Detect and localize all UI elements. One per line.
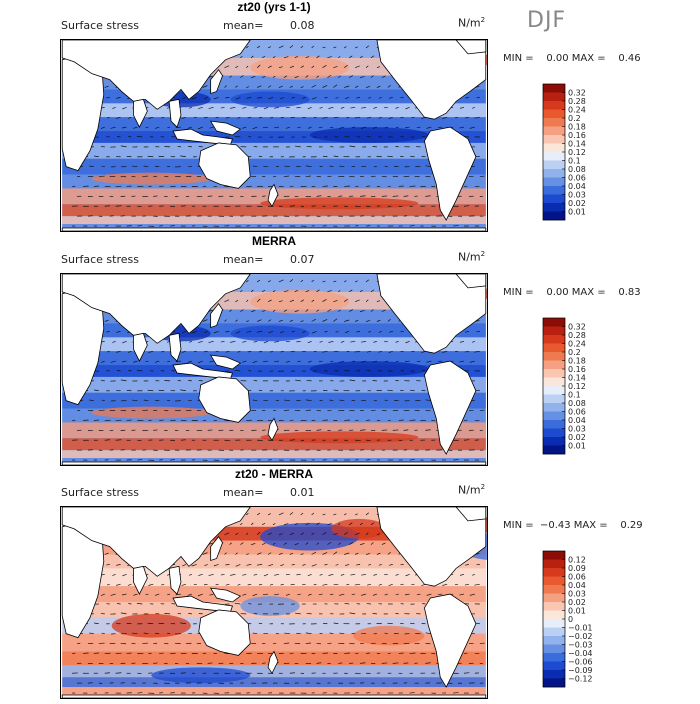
colorbar-tick-label: 0.01 xyxy=(568,442,586,451)
mean-label: mean= xyxy=(223,486,263,499)
colorbar-swatch xyxy=(543,186,565,195)
colorbar-swatch xyxy=(543,585,565,594)
map-canvas xyxy=(61,274,487,465)
min-max-readout: MIN = −0.43 MAX = 0.29 xyxy=(503,520,643,531)
colorbar-swatch xyxy=(543,369,565,378)
colorbar-swatch xyxy=(543,378,565,387)
stress-map xyxy=(60,273,488,466)
colorbar-tick-label: 0.01 xyxy=(568,208,586,217)
colorbar-swatch xyxy=(543,335,565,344)
colorbar-swatch xyxy=(543,327,565,336)
colorbar-swatch xyxy=(543,437,565,446)
colorbar-swatch xyxy=(543,178,565,187)
colorbar-swatch xyxy=(543,636,565,645)
min-max-readout: MIN = 0.00 MAX = 0.83 xyxy=(503,287,641,298)
colorbar-swatch xyxy=(543,344,565,353)
colorbar-swatch xyxy=(543,611,565,620)
colorbar-swatch xyxy=(543,110,565,119)
colorbar-swatch xyxy=(543,352,565,361)
colorbar-swatch xyxy=(543,212,565,221)
colorbar-swatch xyxy=(543,127,565,136)
panel-difference: zt20 - MERRA Surface stress mean= 0.01 N… xyxy=(0,469,700,704)
units-label: N/m2 xyxy=(458,250,485,264)
panel-title: zt20 (yrs 1-1) xyxy=(60,0,488,14)
field-label: Surface stress xyxy=(61,253,139,266)
colorbar-swatch xyxy=(543,619,565,628)
colorbar-swatch xyxy=(543,318,565,327)
units-label: N/m2 xyxy=(458,16,485,30)
colorbar-swatch xyxy=(543,195,565,204)
stress-map xyxy=(60,39,488,232)
mean-label: mean= xyxy=(223,19,263,32)
colorbar-swatch xyxy=(543,386,565,395)
colorbar-swatch xyxy=(543,577,565,586)
panel-title: MERRA xyxy=(60,234,488,248)
colorbar-swatch xyxy=(543,645,565,654)
colorbar-swatch xyxy=(543,93,565,102)
colorbar-swatch xyxy=(543,361,565,370)
colorbar-swatch xyxy=(543,152,565,161)
map-canvas xyxy=(61,40,487,231)
mean-label: mean= xyxy=(223,253,263,266)
colorbar-swatch xyxy=(543,653,565,662)
colorbar-swatch xyxy=(543,429,565,438)
colorbar-swatch xyxy=(543,403,565,412)
mean-value: 0.08 xyxy=(290,19,315,32)
colorbar-swatch xyxy=(543,395,565,404)
colorbar-swatch xyxy=(543,560,565,569)
panel-merra: MERRA Surface stress mean= 0.07 N/m2 MIN… xyxy=(0,236,700,471)
panel-title: zt20 - MERRA xyxy=(60,467,488,481)
colorbar-swatch xyxy=(543,118,565,127)
colorbar-swatch xyxy=(543,594,565,603)
panel-model: zt20 (yrs 1-1) Surface stress mean= 0.08… xyxy=(0,2,700,237)
colorbar-swatch xyxy=(543,203,565,212)
field-label: Surface stress xyxy=(61,19,139,32)
min-max-readout: MIN = 0.00 MAX = 0.46 xyxy=(503,53,641,64)
colorbar-swatch xyxy=(543,568,565,577)
colorbar-swatch xyxy=(543,551,565,560)
colorbar-tick-label: −0.12 xyxy=(568,675,593,684)
colorbar-swatch xyxy=(543,84,565,93)
colorbar-swatch xyxy=(543,662,565,671)
map-canvas xyxy=(61,507,487,698)
colorbar-swatch xyxy=(543,420,565,429)
colorbar-swatch xyxy=(543,169,565,178)
colorbar-swatch xyxy=(543,602,565,611)
mean-value: 0.01 xyxy=(290,486,315,499)
colorbar-swatch xyxy=(543,412,565,421)
stress-map xyxy=(60,506,488,699)
colorbar-swatch xyxy=(543,161,565,170)
mean-value: 0.07 xyxy=(290,253,315,266)
colorbar-swatch xyxy=(543,679,565,688)
colorbar-swatch xyxy=(543,135,565,144)
field-label: Surface stress xyxy=(61,486,139,499)
units-label: N/m2 xyxy=(458,483,485,497)
colorbar-swatch xyxy=(543,446,565,455)
colorbar-swatch xyxy=(543,144,565,153)
colorbar-swatch xyxy=(543,101,565,110)
colorbar-swatch xyxy=(543,628,565,637)
colorbar-swatch xyxy=(543,670,565,679)
